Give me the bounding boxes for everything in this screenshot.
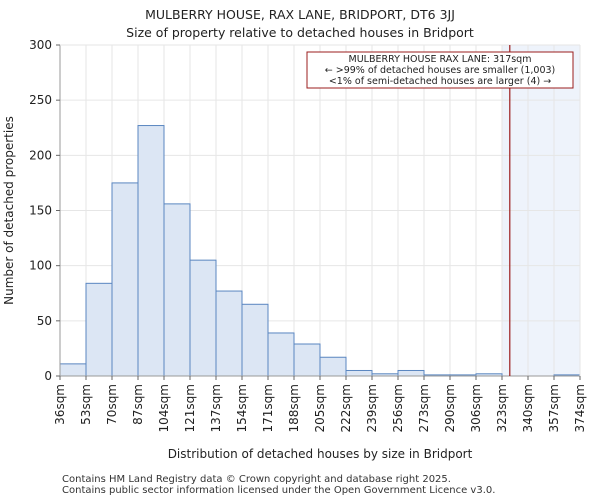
y-axis-ticks: 0 50 100 150 200 250 300 (29, 38, 60, 383)
bar (345, 369, 373, 377)
x-tick-label: 306sqm (469, 384, 483, 432)
y-tick-label: 100 (29, 259, 52, 273)
bar (293, 343, 321, 377)
annotation-frame (306, 51, 574, 89)
footer-line2: Contains public sector information licen… (62, 485, 496, 496)
annotation-box: MULBERRY HOUSE RAX LANE: 317sqm← >99% of… (306, 51, 574, 89)
x-axis-title: Distribution of detached houses by size … (168, 447, 473, 461)
x-tick-label: 273sqm (417, 384, 431, 432)
bar (267, 332, 295, 377)
x-axis-ticks: 36sqm 53sqm 70sqm 87sqm 104sqm 121sqm 137sqm 15… (53, 376, 587, 432)
y-tick-label: 150 (29, 204, 52, 218)
bar (59, 363, 87, 377)
bar (189, 259, 217, 377)
x-tick-label: 222sqm (339, 384, 353, 432)
bar (319, 356, 347, 377)
x-tick-label: 205sqm (313, 384, 327, 432)
bar (241, 303, 269, 377)
bar (111, 182, 139, 377)
x-tick-label: 323sqm (495, 384, 509, 432)
bar (137, 125, 165, 377)
chart-title: MULBERRY HOUSE, RAX LANE, BRIDPORT, DT6 … (0, 6, 600, 42)
x-tick-label: 104sqm (157, 384, 171, 432)
annotation-line2: ← >99% of detached houses are smaller (1… (325, 65, 556, 76)
bar (397, 369, 425, 377)
x-tick-label: 171sqm (261, 384, 275, 432)
bars (59, 125, 581, 377)
x-tick-label: 188sqm (287, 384, 301, 432)
x-tick-label: 374sqm (573, 384, 587, 432)
x-tick-label: 87sqm (131, 384, 145, 425)
bar (85, 282, 113, 377)
y-axis-title: Number of detached properties (2, 116, 16, 305)
x-tick-label: 137sqm (209, 384, 223, 432)
x-tick-label: 357sqm (547, 384, 561, 432)
chart-title-line1: MULBERRY HOUSE, RAX LANE, BRIDPORT, DT6 … (145, 7, 455, 22)
x-tick-label: 154sqm (235, 384, 249, 432)
annotation-line3: <1% of semi-detached houses are larger (… (329, 76, 551, 87)
annotation-line1: MULBERRY HOUSE RAX LANE: 317sqm (349, 54, 532, 65)
x-tick-label: 53sqm (79, 384, 93, 425)
x-tick-label: 121sqm (183, 384, 197, 432)
footer: Contains HM Land Registry data © Crown c… (62, 474, 495, 496)
x-tick-label: 290sqm (443, 384, 457, 432)
bar (215, 290, 243, 377)
footer-line1: Contains HM Land Registry data © Crown c… (62, 474, 451, 485)
y-tick-label: 250 (29, 93, 52, 107)
y-tick-label: 0 (44, 369, 52, 383)
x-tick-label: 36sqm (53, 384, 67, 425)
x-tick-label: 256sqm (391, 384, 405, 432)
y-tick-label: 200 (29, 148, 52, 162)
x-tick-label: 70sqm (105, 384, 119, 425)
bar (163, 203, 191, 377)
x-tick-label: 239sqm (365, 384, 379, 432)
y-tick-label: 300 (29, 38, 52, 52)
chart-subtitle: Size of property relative to detached ho… (126, 25, 474, 40)
y-tick-label: 50 (37, 314, 52, 328)
x-tick-label: 340sqm (521, 384, 535, 432)
